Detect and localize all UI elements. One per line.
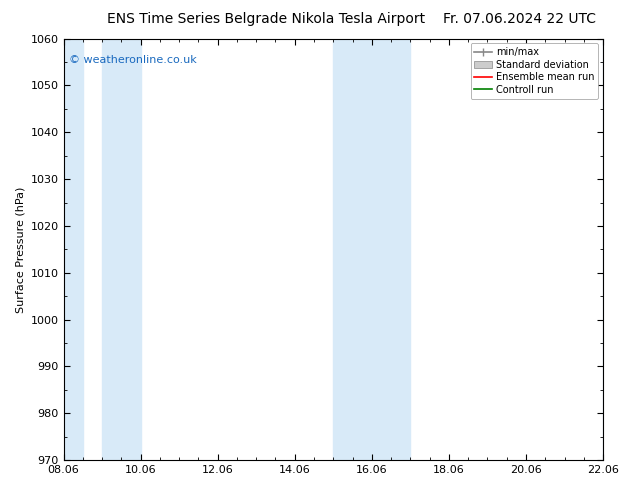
Bar	[603, 39, 623, 460]
Bar	[63, 39, 83, 460]
Y-axis label: Surface Pressure (hPa): Surface Pressure (hPa)	[15, 186, 25, 313]
Bar	[333, 39, 410, 460]
Bar	[102, 39, 141, 460]
Text: © weatheronline.co.uk: © weatheronline.co.uk	[69, 55, 197, 66]
Text: ENS Time Series Belgrade Nikola Tesla Airport: ENS Time Series Belgrade Nikola Tesla Ai…	[107, 12, 425, 26]
Legend: min/max, Standard deviation, Ensemble mean run, Controll run: min/max, Standard deviation, Ensemble me…	[470, 44, 598, 98]
Text: Fr. 07.06.2024 22 UTC: Fr. 07.06.2024 22 UTC	[443, 12, 597, 26]
